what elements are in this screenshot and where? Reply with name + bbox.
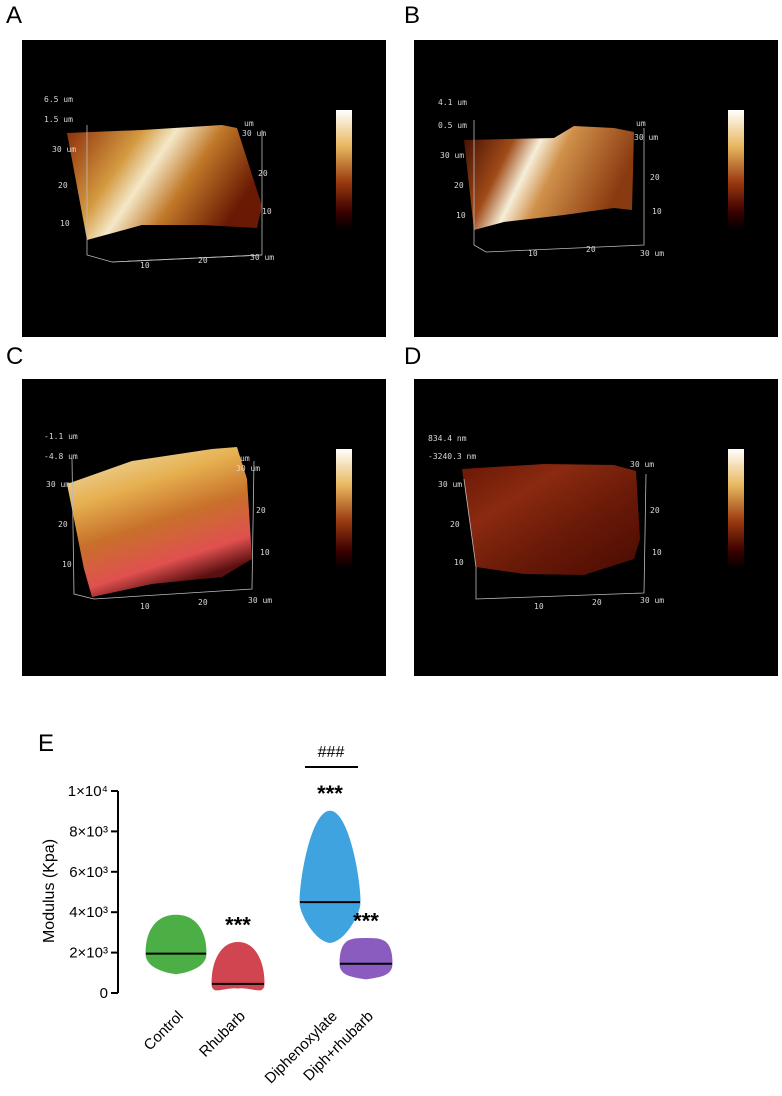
y-axis-top: 30 um	[46, 480, 70, 489]
x-axis-20: 20	[198, 256, 208, 265]
violin-4	[339, 937, 393, 980]
right-axis-top: 30 um	[236, 464, 260, 473]
afm-surface-c: -1.1 um -4.8 um 30 um 20 10 10 20 30 um …	[44, 432, 352, 611]
right-axis-low: 10	[262, 207, 272, 216]
right-axis-top: 30 um	[634, 133, 658, 142]
z-top-label: -1.1 um	[44, 432, 78, 441]
panel-label-c: C	[6, 343, 24, 370]
right-axis-low: 10	[652, 548, 662, 557]
right-axis-top: 30 um	[242, 129, 266, 138]
afm-image-a: 6.5 um 1.5 um 30 um 20 10 10 20 30 um um…	[22, 40, 386, 337]
y-axis-top: 30 um	[438, 480, 462, 489]
violin-3	[299, 810, 361, 944]
panel-label-a: A	[6, 2, 23, 29]
right-axis-low: 10	[260, 548, 270, 557]
right-axis-top: 30 um	[630, 460, 654, 469]
y-axis-low: 10	[454, 558, 464, 567]
significance-stars: ***	[317, 781, 343, 806]
panel-label-b: B	[404, 2, 421, 29]
y-tick-label: 4×10³	[69, 904, 108, 921]
violin-2	[211, 941, 265, 991]
right-axis-mid: 20	[650, 173, 660, 182]
right-axis-mid: 20	[650, 506, 660, 515]
unit-label: um	[240, 454, 250, 463]
y-tick-label: 8×10³	[69, 823, 108, 840]
afm-surface-a: 6.5 um 1.5 um 30 um 20 10 10 20 30 um um…	[44, 95, 352, 270]
y-tick-label: 0	[100, 985, 108, 1002]
y-axis-mid: 20	[58, 520, 68, 529]
y-axis-mid: 20	[454, 181, 464, 190]
category-label: Control	[141, 1008, 187, 1054]
afm-image-b: 4.1 um 0.5 um 30 um 20 10 10 20 30 um um…	[414, 40, 778, 337]
y-tick-label: 6×10³	[69, 864, 108, 881]
unit-label: um	[636, 119, 646, 128]
x-axis-10: 10	[534, 602, 544, 611]
comparison-label: ###	[318, 744, 345, 761]
significance-stars: ***	[353, 908, 379, 933]
y-axis-mid: 20	[450, 520, 460, 529]
right-axis-low: 10	[652, 207, 662, 216]
z-top-label: 4.1 um	[438, 98, 467, 107]
right-axis-mid: 20	[256, 506, 266, 515]
y-axis-title: Modulus (Kpa)	[41, 839, 58, 943]
x-axis-10: 10	[140, 261, 150, 270]
x-axis-10: 10	[140, 602, 150, 611]
afm-image-c: -1.1 um -4.8 um 30 um 20 10 10 20 30 um …	[22, 379, 386, 676]
z-bottom-label: -3240.3 nm	[428, 452, 476, 461]
y-axis-top: 30 um	[440, 151, 464, 160]
y-axis-top: 30 um	[52, 145, 76, 154]
x-axis-end: 30 um	[640, 596, 664, 605]
x-axis-20: 20	[586, 245, 596, 254]
right-axis-mid: 20	[258, 169, 268, 178]
y-axis-low: 10	[62, 560, 72, 569]
y-tick-label: 1×10⁴	[68, 783, 108, 800]
z-top-label: 834.4 nm	[428, 434, 467, 443]
z-bottom-label: -4.8 um	[44, 452, 78, 461]
y-axis-low: 10	[60, 219, 70, 228]
afm-surface-d: 834.4 nm -3240.3 nm 30 um 20 10 10 20 30…	[428, 434, 744, 611]
afm-image-d: 834.4 nm -3240.3 nm 30 um 20 10 10 20 30…	[414, 379, 778, 676]
y-axis-low: 10	[456, 211, 466, 220]
z-bottom-label: 0.5 um	[438, 121, 467, 130]
y-tick-label: 2×10³	[69, 945, 108, 962]
afm-surface-b: 4.1 um 0.5 um 30 um 20 10 10 20 30 um um…	[438, 98, 744, 258]
x-axis-end: 30 um	[250, 253, 274, 262]
panel-label-d: D	[404, 343, 422, 370]
x-axis-end: 30 um	[248, 596, 272, 605]
x-axis-20: 20	[592, 598, 602, 607]
x-axis-10: 10	[528, 249, 538, 258]
chart-axes: 0 2×10³ 4×10³ 6×10³ 8×10³ 1×10⁴ Modulus (Kpa)	[41, 783, 119, 1002]
x-axis-end: 30 um	[640, 249, 664, 258]
significance-stars: ***	[225, 913, 251, 938]
violins-group	[145, 810, 393, 991]
z-top-label: 6.5 um	[44, 95, 73, 104]
y-axis-mid: 20	[58, 181, 68, 190]
x-axis-20: 20	[198, 598, 208, 607]
unit-label: um	[244, 119, 254, 128]
panel-label-e: E	[38, 730, 55, 757]
violin-1	[145, 914, 207, 975]
z-bottom-label: 1.5 um	[44, 115, 73, 124]
category-label: Rhubarb	[196, 1008, 249, 1061]
